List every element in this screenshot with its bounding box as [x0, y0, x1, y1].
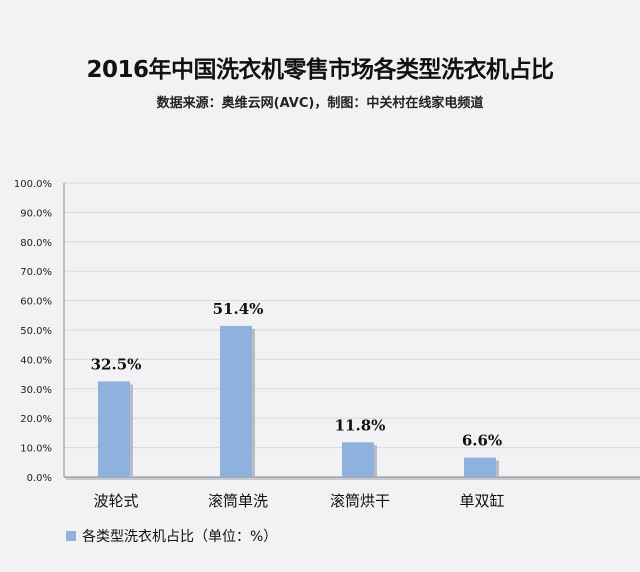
- data-label: 6.6%: [462, 432, 502, 450]
- y-tick-label: 30.0%: [20, 385, 52, 396]
- chart-title: 2016年中国洗衣机零售市场各类型洗衣机占比: [86, 57, 554, 83]
- x-axis-floor: [64, 477, 640, 480]
- bar-1: [98, 381, 130, 477]
- y-tick-label: 0.0%: [27, 473, 52, 484]
- x-category-label: 滚筒烘干: [330, 492, 390, 510]
- data-label: 32.5%: [91, 355, 142, 373]
- y-tick-label: 80.0%: [20, 238, 52, 249]
- bar-4: [464, 457, 496, 477]
- chart-subtitle: 数据来源：奥维云网(AVC)，制图：中关村在线家电频道: [156, 96, 484, 111]
- y-tick-label: 100.0%: [14, 179, 52, 190]
- y-tick-label: 10.0%: [20, 444, 52, 455]
- y-tick-label: 60.0%: [20, 297, 52, 308]
- data-label: 51.4%: [213, 300, 264, 318]
- legend-label: 各类型洗衣机占比（单位：%）: [82, 529, 278, 545]
- x-category-label: 波轮式: [93, 492, 138, 510]
- data-label: 11.8%: [335, 416, 386, 434]
- x-category-label: 滚筒单洗: [208, 492, 268, 510]
- y-tick-label: 70.0%: [20, 267, 52, 278]
- bar-3: [342, 442, 374, 477]
- y-tick-label: 50.0%: [20, 326, 52, 337]
- bar-2: [220, 325, 252, 477]
- legend: 各类型洗衣机占比（单位：%）: [66, 526, 277, 546]
- legend-swatch: [66, 531, 76, 541]
- x-category-label: 单双缸: [459, 492, 504, 510]
- y-tick-label: 40.0%: [20, 355, 52, 366]
- y-tick-label: 90.0%: [20, 208, 52, 219]
- y-tick-label: 20.0%: [20, 414, 52, 425]
